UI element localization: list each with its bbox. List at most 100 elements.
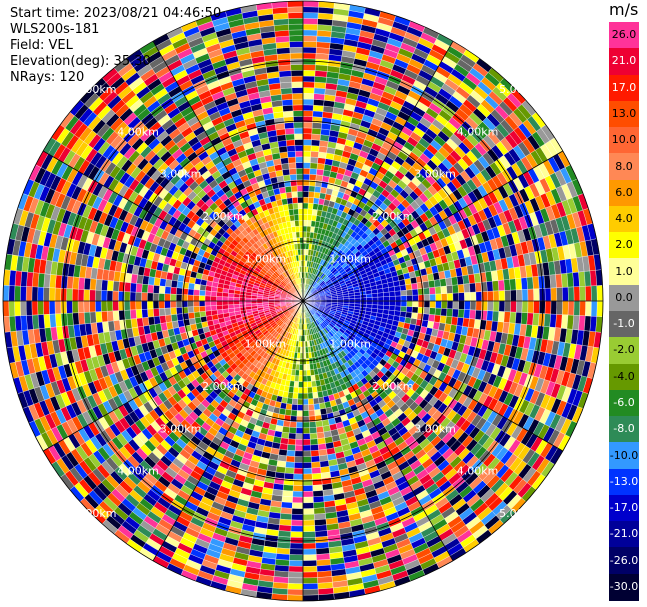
- velocity-gate: [308, 191, 315, 198]
- velocity-gate: [464, 292, 471, 302]
- velocity-gate: [288, 168, 297, 175]
- velocity-gate: [130, 309, 137, 320]
- velocity-gate: [302, 542, 317, 550]
- velocity-gate: [164, 307, 172, 316]
- velocity-gate: [532, 276, 540, 290]
- velocity-gate: [428, 280, 436, 288]
- velocity-gate: [440, 285, 448, 294]
- velocity-gate: [289, 174, 297, 181]
- velocity-gate: [285, 133, 295, 141]
- velocity-gate: [549, 274, 557, 289]
- velocity-gate: [296, 421, 304, 429]
- velocity-gate: [307, 197, 315, 204]
- velocity-gate: [298, 208, 304, 215]
- velocity-gate: [281, 93, 293, 101]
- velocity-gate: [204, 295, 211, 302]
- velocity-gate: [302, 127, 313, 135]
- velocity-gate: [302, 156, 311, 163]
- velocity-gate: [302, 548, 317, 555]
- velocity-gate: [290, 409, 298, 417]
- velocity-gate: [147, 308, 154, 318]
- velocity-gate: [302, 0, 319, 8]
- velocity-gate: [291, 508, 304, 515]
- velocity-gate: [299, 364, 304, 371]
- velocity-gate: [233, 300, 240, 305]
- velocity-gate: [313, 99, 325, 107]
- velocity-gate: [302, 387, 308, 394]
- velocity-gate: [216, 287, 224, 293]
- velocity-gate: [287, 391, 294, 399]
- velocity-gate: [222, 304, 229, 310]
- velocity-gate: [89, 311, 97, 324]
- velocity-gate: [304, 254, 308, 262]
- velocity-gate: [423, 287, 430, 295]
- velocity-gate: [302, 248, 306, 256]
- velocity-gate: [25, 300, 33, 316]
- velocity-gate: [100, 300, 108, 312]
- velocity-gate: [314, 64, 328, 72]
- velocity-gate: [302, 554, 317, 561]
- velocity-gate: [296, 410, 304, 417]
- velocity-gate: [279, 443, 289, 451]
- velocity-gate: [286, 145, 296, 152]
- velocity-gate: [311, 461, 321, 469]
- velocity-gate: [452, 284, 459, 294]
- velocity-gate: [429, 286, 436, 295]
- velocity-gate: [306, 231, 311, 239]
- velocity-gate: [288, 571, 304, 579]
- velocity-gate: [290, 185, 298, 193]
- velocity-gate: [503, 279, 511, 291]
- velocity-gate: [452, 292, 459, 302]
- velocity-gate: [291, 404, 298, 411]
- velocity-gate: [405, 283, 413, 291]
- velocity-gate: [291, 514, 304, 521]
- velocity-gate: [281, 431, 290, 439]
- velocity-gate: [205, 285, 213, 292]
- velocity-gate: [302, 346, 306, 354]
- velocity-gate: [292, 104, 304, 112]
- velocity-gate: [285, 403, 293, 411]
- velocity-gate: [285, 455, 296, 463]
- velocity-gate: [49, 274, 57, 289]
- velocity-gate: [287, 594, 304, 602]
- velocity-gate: [298, 375, 304, 382]
- velocity-gate: [66, 276, 74, 290]
- velocity-gate: [284, 472, 295, 480]
- velocity-gate: [302, 381, 308, 388]
- velocity-gate: [439, 278, 447, 287]
- velocity-gate: [543, 274, 551, 289]
- velocity-gate: [388, 291, 396, 297]
- velocity-gate: [276, 47, 291, 55]
- velocity-gate: [302, 52, 317, 60]
- velocity-gate: [222, 288, 230, 294]
- velocity-gate: [141, 308, 149, 319]
- velocity-gate: [302, 70, 316, 77]
- velocity-gate: [281, 495, 293, 503]
- velocity-gate: [316, 426, 324, 434]
- velocity-gate: [228, 289, 235, 294]
- velocity-gate: [311, 128, 322, 135]
- velocity-gate: [435, 293, 442, 302]
- velocity-gate: [315, 53, 330, 61]
- velocity-gate: [204, 290, 212, 297]
- velocity-gate: [314, 530, 328, 538]
- velocity-gate: [286, 450, 296, 457]
- velocity-gate: [302, 560, 318, 567]
- velocity-gate: [486, 280, 494, 292]
- velocity-gate: [298, 214, 304, 221]
- velocity-gate: [302, 352, 307, 359]
- velocity-gate: [302, 502, 315, 509]
- velocity-gate: [227, 292, 235, 298]
- velocity-gate: [159, 315, 167, 324]
- velocity-gate: [106, 280, 114, 292]
- velocity-gate: [302, 185, 310, 192]
- velocity-gate: [314, 409, 322, 416]
- velocity-gate: [245, 300, 252, 305]
- velocity-gate: [302, 214, 308, 221]
- velocity-gate: [312, 104, 324, 112]
- velocity-gate: [165, 314, 173, 323]
- velocity-gate: [72, 312, 80, 326]
- velocity-gate: [279, 81, 292, 89]
- velocity-gate: [293, 381, 299, 388]
- velocity-gate: [302, 404, 309, 411]
